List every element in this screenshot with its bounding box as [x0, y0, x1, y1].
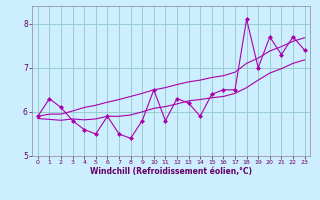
X-axis label: Windchill (Refroidissement éolien,°C): Windchill (Refroidissement éolien,°C) [90, 167, 252, 176]
